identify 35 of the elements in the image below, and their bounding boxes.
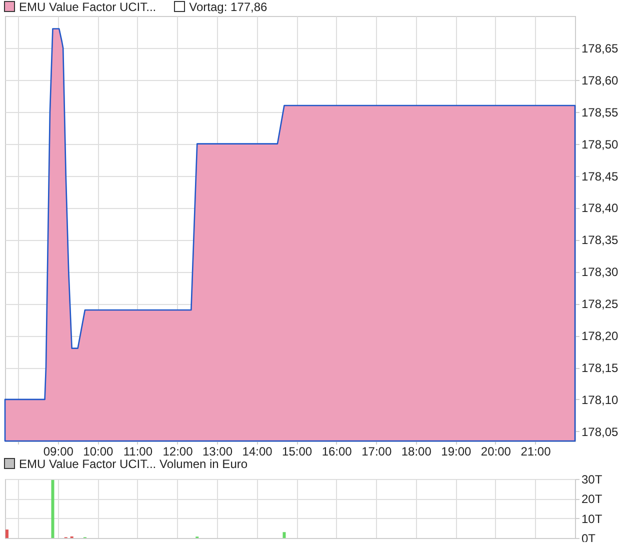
y-tick-label: 178,30 [582,265,619,280]
y-tick-label: 178,10 [582,392,619,407]
x-tick-label: 09:00 [43,444,74,458]
x-tick-label: 11:00 [123,444,153,458]
x-tick-label: 18:00 [401,444,432,458]
x-tick-label: 10:00 [83,444,114,458]
bar [282,532,286,538]
y-tick-label: 178,50 [582,137,619,152]
y-tick-label: 30T [582,472,603,486]
y-tick-label: 178,25 [582,297,619,312]
bar [51,480,54,538]
y-tick-label: 20T [582,492,603,506]
y-tick-label: 178,35 [582,233,619,248]
text: EMU Value Factor UCIT... [18,0,156,14]
x-tick-label: 16:00 [322,444,352,458]
x-tick-label: 12:00 [162,444,194,458]
text: Vortag: 177,86 [188,0,268,14]
y-tick-label: 178,40 [582,201,619,216]
y-tick-label: 10T [582,512,603,526]
x-tick-label: 19:00 [441,444,472,458]
x-tick-label: 15:00 [282,444,312,458]
bar [5,530,8,538]
y-tick-label: 178,45 [582,169,619,184]
y-tick-label: 178,60 [582,73,619,88]
y-tick-label: 178,20 [582,329,619,344]
y-tick-label: 178,55 [582,105,619,120]
y-tick-label: 178,65 [582,41,619,56]
x-tick-label: 13:00 [202,444,233,458]
y-tick-label: 178,05 [582,424,619,439]
x-tick-label: 17:00 [362,444,392,458]
y-tick-label: 178,15 [582,361,619,376]
text: EMU Value Factor UCIT... Volumen in Euro [18,457,248,471]
x-tick-label: 14:00 [242,444,273,458]
x-tick-label: 20:00 [480,444,512,458]
x-tick-label: 21:00 [520,444,552,458]
